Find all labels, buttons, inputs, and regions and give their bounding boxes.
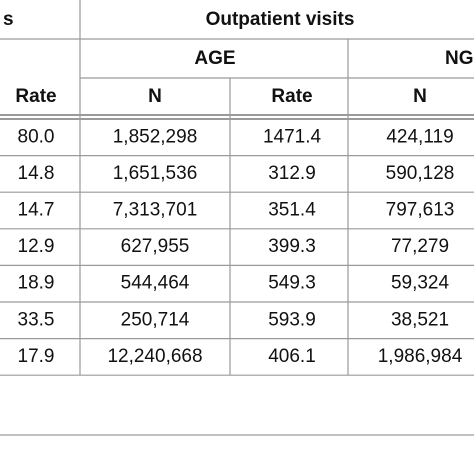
column-header: Rate [271, 86, 312, 107]
table-cell: 544,464 [121, 273, 190, 294]
group-header: Outpatient visits [206, 9, 355, 30]
table-cell: 593.9 [268, 309, 316, 330]
table-cell: 77,279 [391, 236, 449, 257]
table-body: Rate N Rate N 80.0 1,852,298 1471.4 424,119 14.8… [0, 86, 474, 376]
table-cell: 14.7 [18, 200, 55, 221]
table-cell: 17.9 [18, 346, 55, 367]
table-cell: 38,521 [391, 309, 449, 330]
table-cell: 627,955 [121, 236, 190, 257]
table-cell: 18.9 [18, 273, 55, 294]
table-cell: 1,651,536 [113, 163, 198, 184]
table-cell: 406.1 [268, 346, 316, 367]
subgroup-header: AGE [194, 48, 235, 69]
table-cell: 549.3 [268, 273, 316, 294]
table-cell: 7,313,701 [113, 200, 198, 221]
table-cell: 12,240,668 [107, 346, 202, 367]
table-cell: 351.4 [268, 200, 316, 221]
subgroup-header: NG [445, 48, 474, 69]
table-cell: 797,613 [386, 200, 455, 221]
table-cell: 1,986,984 [378, 346, 463, 367]
table-cell: 424,119 [386, 126, 453, 147]
table-cell: 590,128 [386, 163, 455, 184]
table-cell: 80.0 [18, 126, 55, 147]
table-cell: 59,324 [391, 273, 450, 294]
column-header: Rate [15, 86, 56, 107]
table-cell: 312.9 [268, 163, 316, 184]
table-cell: 250,714 [121, 309, 190, 330]
table-cell: 1471.4 [263, 126, 322, 147]
table-cell: 12.9 [18, 236, 55, 257]
column-header: N [413, 86, 427, 107]
table-cell: 14.8 [18, 163, 55, 184]
table-cell: 399.3 [268, 236, 316, 257]
group-header: s [3, 9, 14, 30]
column-header: N [148, 86, 162, 107]
table-cell: 33.5 [18, 309, 55, 330]
table-cell: 1,852,298 [113, 126, 198, 147]
